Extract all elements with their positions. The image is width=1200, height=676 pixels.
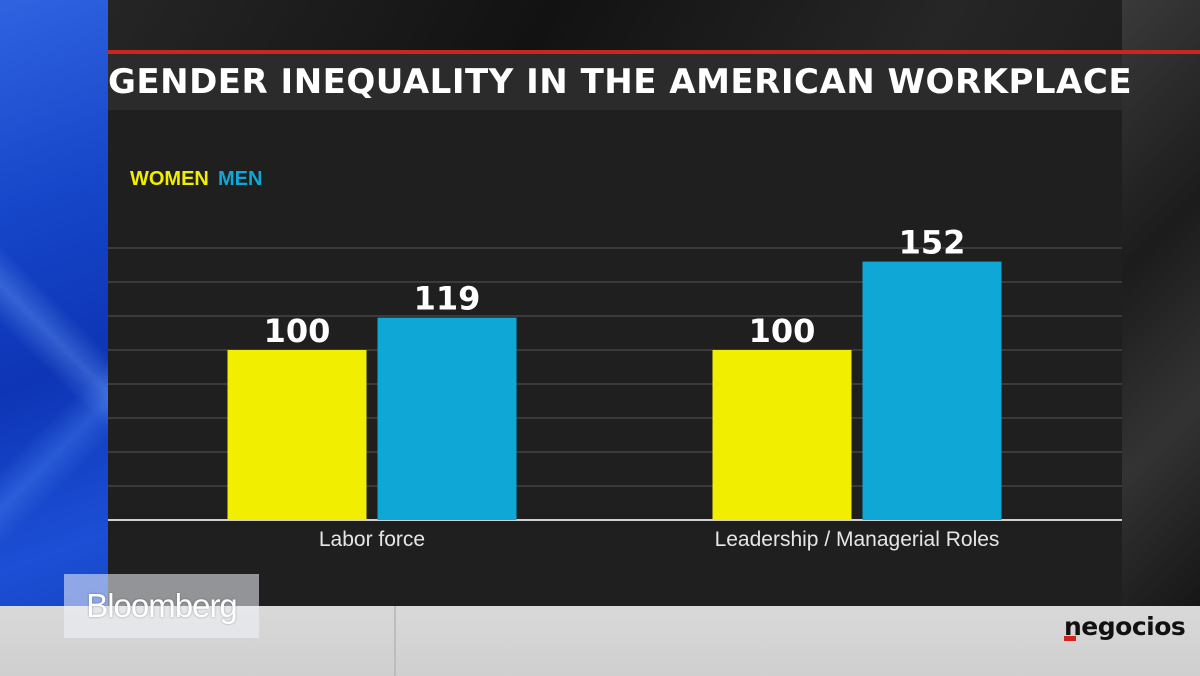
blue-backdrop [0, 0, 108, 676]
data-label: 152 [899, 224, 966, 262]
category-label: Leadership / Managerial Roles [715, 528, 1000, 551]
negocios-logo-mark [1064, 636, 1076, 641]
data-labels: 100 119 100 152 [264, 224, 966, 350]
category-label: Labor force [319, 528, 425, 551]
right-backdrop [1122, 0, 1200, 606]
bar-women-1 [227, 350, 367, 520]
legend-men: MEN [218, 168, 262, 190]
bar-men-1 [377, 317, 517, 520]
legend-women: WOMEN [130, 168, 209, 190]
chart-title: GENDER INEQUALITY IN THE AMERICAN WORKPL… [108, 62, 1133, 102]
title-bar [108, 54, 1122, 110]
data-label: 100 [264, 312, 331, 350]
legend: WOMEN MEN [130, 168, 262, 190]
bars [227, 261, 1002, 520]
category-labels: Labor force Leadership / Managerial Roles [319, 528, 1000, 551]
bar-women-2 [712, 350, 852, 520]
data-label: 119 [414, 280, 481, 318]
title-accent-line [108, 50, 1200, 54]
data-label: 100 [749, 312, 816, 350]
bloomberg-logo: Bloomberg [64, 574, 259, 638]
lower-third-divider [394, 606, 396, 676]
bar-chart: 100 119 100 152 Labor force Leadership / Man… [108, 168, 1122, 551]
negocios-logo: negocios [1064, 612, 1186, 641]
bar-men-2 [862, 261, 1002, 520]
